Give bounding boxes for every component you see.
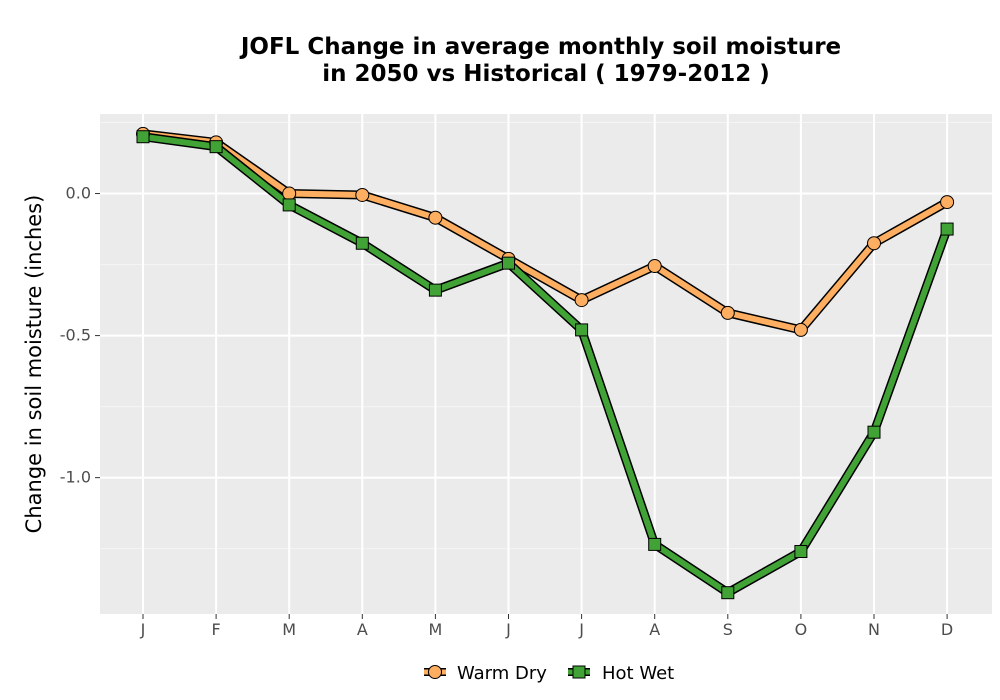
point-warm-dry [647,258,662,273]
legend-label-hot-wet: Hot Wet [602,663,674,684]
series-layer [136,126,955,600]
chart-title-line-2: in 2050 vs Historical ( 1979-2012 ) [322,61,769,87]
plot-panel [100,114,992,614]
point-hot-wet [428,283,442,297]
y-tick-label: -1.0 [60,468,91,487]
legend-key-warm-dry [424,665,446,679]
y-axis-label: Change in soil moisture (inches) [22,195,46,534]
point-hot-wet [721,586,735,600]
point-hot-wet [575,323,589,337]
y-tick-label: 0.0 [66,184,91,203]
grid-minor [100,122,992,550]
series-line-hot-wet [140,133,951,596]
x-tick-label: M [282,620,296,639]
x-tick-label: S [723,620,733,639]
x-tick-label: M [428,620,442,639]
point-hot-wet [794,545,808,558]
x-tick-label: J [140,620,146,639]
x-tick-label: F [211,620,220,639]
point-warm-dry [428,210,443,225]
point-hot-wet [209,140,223,154]
point-hot-wet [282,198,296,212]
point-hot-wet [502,256,515,270]
series-line-warm-dry [140,130,951,333]
point-hot-wet [136,130,150,144]
point-hot-wet [867,425,881,439]
x-tick-label: O [795,620,808,639]
point-warm-dry [574,293,589,308]
x-tick-label: A [357,620,368,639]
x-tick-label: A [649,620,660,639]
point-warm-dry [867,236,881,251]
x-tick-label: D [941,620,953,639]
legend-key-hot-wet [568,665,590,679]
y-axis: 0.0 -0.5 -1.0 [60,184,100,487]
chart-title-line-1: JOFL Change in average monthly soil mois… [239,34,841,60]
x-tick-label: N [868,620,880,639]
point-warm-dry [793,322,808,337]
y-tick-label: -0.5 [60,326,91,345]
legend: Warm Dry Hot Wet [424,663,674,684]
point-warm-dry [940,195,955,210]
point-warm-dry [720,305,735,320]
x-tick-label: J [578,620,584,639]
point-warm-dry [282,186,297,201]
point-hot-wet [940,222,954,236]
legend-label-warm-dry: Warm Dry [457,663,547,684]
point-hot-wet [355,236,369,250]
point-warm-dry [355,187,370,202]
x-tick-label: J [505,620,511,639]
point-hot-wet [648,537,662,551]
